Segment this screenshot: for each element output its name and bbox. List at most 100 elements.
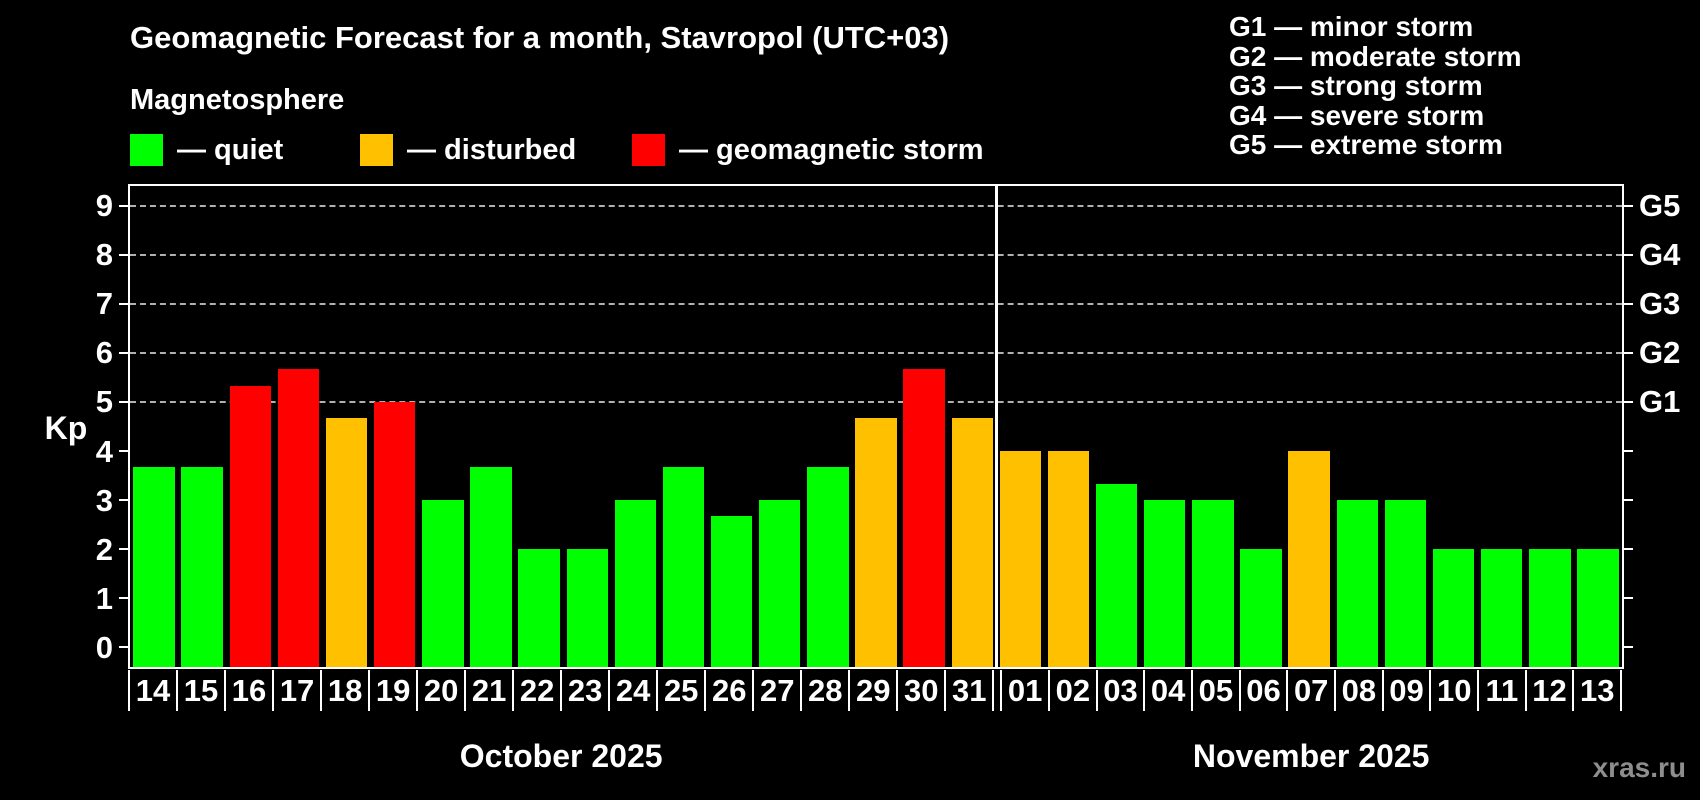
day-label: 14 bbox=[128, 670, 176, 711]
gridline-kp-9 bbox=[130, 204, 1622, 207]
day-label: 09 bbox=[1381, 670, 1430, 711]
kp-bar bbox=[181, 467, 223, 667]
day-label: 29 bbox=[848, 670, 896, 711]
y-axis-tick-right bbox=[1624, 597, 1633, 600]
day-row-october: 14 15 16 17 18 19 20 21 22 23 24 25 26 27 28 29 30 31 bbox=[128, 670, 995, 711]
kp-bar bbox=[1432, 549, 1475, 667]
kp-bar bbox=[1577, 549, 1619, 667]
day-label: 12 bbox=[1524, 670, 1573, 711]
day-label: 20 bbox=[416, 670, 464, 711]
chart-title: Geomagnetic Forecast for a month, Stavro… bbox=[130, 20, 950, 55]
gridline-kp-6 bbox=[130, 351, 1622, 354]
y-axis-tick-right bbox=[1624, 400, 1633, 403]
y-axis-tick-right bbox=[1624, 253, 1633, 256]
y-axis-tick-left bbox=[119, 253, 128, 256]
day-label: 10 bbox=[1429, 670, 1477, 711]
kp-bar bbox=[807, 467, 849, 667]
g-scale-label-G1: G1 bbox=[1639, 384, 1681, 420]
watermark: xras.ru bbox=[1592, 752, 1686, 783]
y-axis-tick-left bbox=[119, 351, 128, 354]
y-axis-tick-right bbox=[1624, 499, 1633, 502]
y-axis-tick-left bbox=[119, 302, 128, 305]
kp-bar bbox=[518, 549, 560, 667]
day-label: 11 bbox=[1477, 670, 1525, 711]
day-label: 02 bbox=[1047, 670, 1096, 711]
gridline-kp-8 bbox=[130, 253, 1622, 256]
y-axis-tick-right bbox=[1624, 204, 1633, 207]
legend-swatch-storm-icon bbox=[632, 134, 665, 166]
month-divider-line bbox=[994, 186, 998, 667]
kp-bar bbox=[903, 369, 945, 667]
legend-label-disturbed: — disturbed bbox=[407, 134, 577, 166]
kp-bar bbox=[1336, 500, 1378, 667]
day-label: 15 bbox=[176, 670, 224, 711]
kp-bar bbox=[566, 549, 608, 667]
storm-scale-line-3: G3 — strong storm bbox=[1229, 70, 1483, 102]
y-axis-tick-right bbox=[1624, 351, 1633, 354]
kp-bar bbox=[999, 451, 1042, 667]
plot-area bbox=[128, 184, 1624, 669]
kp-bar bbox=[1192, 500, 1234, 667]
y-axis-label-8: 8 bbox=[95, 237, 113, 273]
day-label: 27 bbox=[752, 670, 800, 711]
y-axis-tick-left bbox=[119, 204, 128, 207]
legend-label-quiet: — quiet bbox=[177, 134, 284, 166]
kp-bar bbox=[662, 467, 705, 667]
kp-bar bbox=[1240, 549, 1282, 667]
month-label-october: October 2025 bbox=[459, 738, 663, 774]
gridline-kp-7 bbox=[130, 302, 1622, 305]
legend-label-storm: — geomagnetic storm bbox=[679, 134, 984, 166]
y-axis-label-1: 1 bbox=[95, 580, 113, 616]
day-label: 03 bbox=[1095, 670, 1144, 711]
day-label: 24 bbox=[608, 670, 656, 711]
day-label: 07 bbox=[1286, 670, 1334, 711]
legend-item-storm: — geomagnetic storm bbox=[632, 134, 984, 166]
day-label: 30 bbox=[896, 670, 944, 711]
kp-axis-label: Kp bbox=[44, 410, 88, 446]
y-axis-tick-left bbox=[119, 499, 128, 502]
day-label: 16 bbox=[224, 670, 272, 711]
day-label: 01 bbox=[1000, 670, 1048, 711]
kp-bar bbox=[951, 418, 993, 667]
day-label: 08 bbox=[1334, 670, 1382, 711]
kp-bar bbox=[133, 467, 175, 667]
day-label: 23 bbox=[560, 670, 608, 711]
day-label: 06 bbox=[1238, 670, 1287, 711]
day-label: 05 bbox=[1191, 670, 1239, 711]
day-label: 31 bbox=[944, 670, 992, 711]
kp-bar bbox=[1047, 451, 1090, 667]
kp-bar bbox=[229, 385, 272, 667]
kp-bar bbox=[277, 369, 320, 667]
kp-bar bbox=[422, 500, 464, 667]
y-axis-tick-right bbox=[1624, 450, 1633, 453]
g-scale-label-G5: G5 bbox=[1639, 188, 1681, 224]
y-axis-label-0: 0 bbox=[95, 629, 113, 665]
kp-bar bbox=[470, 467, 512, 667]
storm-scale-line-1: G1 — minor storm bbox=[1229, 11, 1474, 42]
storm-scale-line-4: G4 — severe storm bbox=[1229, 99, 1485, 131]
kp-bar bbox=[710, 516, 753, 667]
y-axis-tick-right bbox=[1624, 548, 1633, 551]
day-label: 19 bbox=[368, 670, 416, 711]
kp-bar bbox=[374, 401, 416, 667]
g-scale-label-G4: G4 bbox=[1639, 237, 1681, 273]
legend-item-quiet: — quiet bbox=[130, 134, 283, 166]
kp-bar bbox=[1480, 549, 1523, 667]
kp-bar bbox=[1288, 451, 1330, 667]
day-label: 17 bbox=[272, 670, 320, 711]
y-axis-label-6: 6 bbox=[95, 335, 113, 371]
y-axis-tick-left bbox=[119, 400, 128, 403]
day-label: 18 bbox=[320, 670, 368, 711]
kp-bar bbox=[1095, 483, 1138, 667]
g-scale-label-G3: G3 bbox=[1639, 286, 1681, 322]
day-label: 04 bbox=[1143, 670, 1191, 711]
day-row-november: 01 02 03 04 05 06 07 08 09 10 11 12 13 bbox=[1000, 670, 1622, 711]
storm-scale-line-2: G2 — moderate storm bbox=[1229, 40, 1522, 72]
y-axis-tick-right bbox=[1624, 646, 1633, 649]
month-label-november: November 2025 bbox=[1192, 738, 1430, 774]
y-axis-tick-right bbox=[1624, 302, 1633, 305]
g-scale-label-G2: G2 bbox=[1639, 335, 1681, 371]
storm-scale-legend: G1 — minor storm G2 — moderate storm G3 — … bbox=[1229, 12, 1522, 160]
kp-bar bbox=[855, 418, 897, 667]
